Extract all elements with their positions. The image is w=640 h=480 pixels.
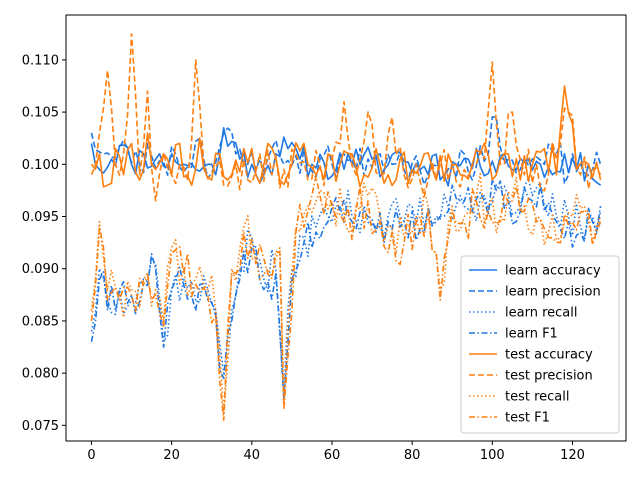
series-line-learn-precision: [90, 116, 602, 186]
x-axis: 0 20 40 60 80 100 120: [87, 441, 585, 463]
x-tick-label: 100: [480, 448, 505, 463]
x-tick-label: 60: [324, 448, 341, 463]
x-tick-label: 0: [87, 448, 95, 463]
y-tick-label: 0.095: [22, 210, 59, 225]
legend-label: test precision: [505, 369, 593, 384]
series-line-test-f1: [90, 175, 602, 421]
series-line-learn-recall: [90, 177, 602, 395]
y-tick-label: 0.090: [22, 262, 59, 277]
legend-label: test recall: [505, 390, 570, 405]
legend-label: test F1: [505, 411, 550, 426]
legend-label: learn F1: [505, 327, 558, 342]
legend-label: learn recall: [505, 306, 577, 321]
legend-label: learn precision: [505, 285, 601, 300]
x-tick-label: 40: [244, 448, 261, 463]
x-tick-label: 120: [560, 448, 585, 463]
y-tick-label: 0.075: [22, 419, 59, 434]
x-tick-label: 20: [163, 448, 180, 463]
y-tick-label: 0.110: [22, 53, 59, 68]
y-tick-label: 0.080: [22, 367, 59, 382]
legend: learn accuracy learn precision learn recal…: [460, 255, 620, 434]
y-tick-label: 0.100: [22, 158, 59, 173]
y-axis: 0.075 0.080 0.085 0.090 0.095 0.100 0.105 0.110: [22, 53, 66, 434]
x-tick-label: 80: [404, 448, 421, 463]
y-tick-label: 0.085: [22, 314, 59, 329]
legend-label: test accuracy: [505, 348, 593, 363]
plot-frame: [65, 14, 627, 442]
legend-label: learn accuracy: [505, 264, 601, 279]
series-layer: [90, 32, 602, 421]
series-line-test-accuracy: [90, 85, 602, 188]
y-tick-label: 0.105: [22, 106, 59, 121]
series-line-test-recall: [90, 172, 602, 416]
series-line-test-precision: [90, 32, 602, 202]
legend-box: [460, 255, 620, 434]
series-line-learn-f1: [90, 178, 602, 401]
